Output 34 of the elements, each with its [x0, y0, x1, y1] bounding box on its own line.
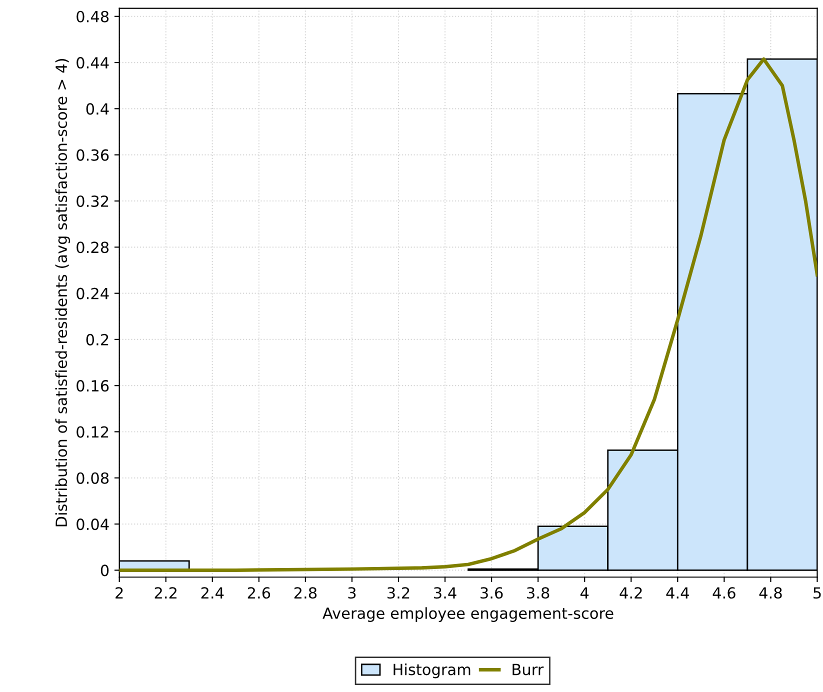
x-tick-label: 4.2: [620, 587, 642, 598]
legend-label: Burr: [512, 664, 544, 676]
line-series: [119, 57, 818, 572]
y-tick-label: 0.16: [76, 380, 109, 392]
y-tick-label: 0.24: [76, 288, 109, 300]
y-tick-label: 0.48: [76, 10, 109, 22]
x-tick-label: 2.4: [201, 587, 224, 598]
y-tick-label: 0.36: [76, 149, 109, 161]
y-tick-label: 0.32: [76, 195, 108, 208]
y-tick-label: 0.12: [76, 426, 108, 438]
y-tick-label: 0.08: [76, 472, 109, 484]
x-tick-label: 2.8: [294, 587, 317, 599]
x-tick-label: 2.6: [248, 587, 270, 599]
x-tick-label: 3: [348, 587, 356, 599]
y-tick-label: 0.04: [76, 518, 109, 530]
x-tick-label: 2: [116, 587, 123, 598]
x-tick-label: 5: [814, 587, 821, 599]
x-tick-label: 4.4: [666, 587, 689, 598]
y-tick-label: 0: [100, 564, 109, 576]
y-tick-label: 0.4: [86, 103, 109, 115]
x-axis-title: Average employee engagement-score: [322, 607, 614, 622]
y-axis-title: Distribution of satisfied-residents (avg satisfaction-score > 4): [55, 59, 70, 526]
x-tick-label: 4: [580, 587, 589, 598]
y-tick-label: 0.44: [76, 57, 109, 69]
y-tick-label: 0.2: [86, 334, 108, 346]
legend-label: Histogram: [394, 663, 470, 678]
x-tick-label: 3.8: [527, 587, 550, 599]
x-tick-label: 4.8: [759, 587, 782, 599]
x-tick-label: 3.2: [388, 587, 410, 599]
x-tick-label: 3.4: [434, 587, 456, 599]
x-tick-label: 3.6: [480, 587, 503, 599]
y-tick-label: 0.28: [76, 242, 109, 254]
x-tick-label: 4.6: [712, 587, 736, 599]
x-tick-label: 2.2: [154, 587, 176, 598]
